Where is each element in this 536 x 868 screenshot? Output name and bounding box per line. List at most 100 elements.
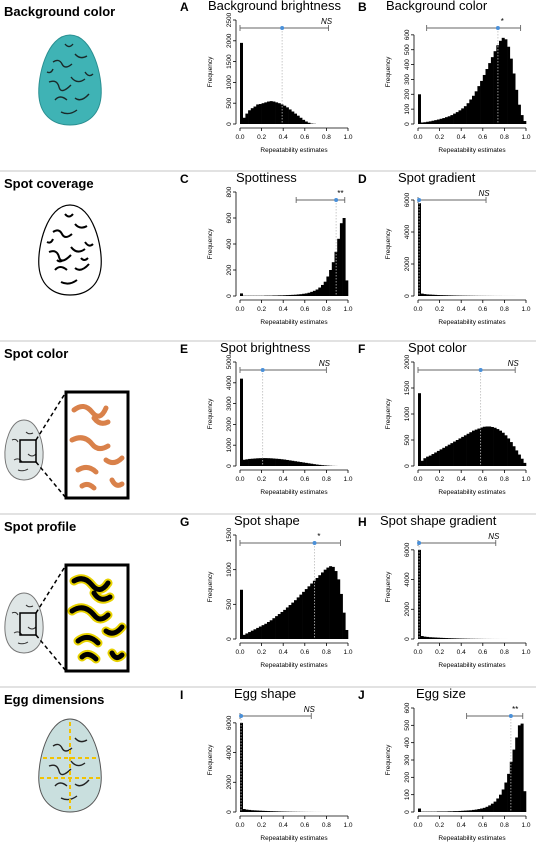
histogram-bar [480, 427, 484, 466]
mean-point [334, 198, 339, 202]
y-tick-label: 200 [404, 772, 411, 783]
x-axis-label: Repeatability estimates [260, 489, 328, 496]
panel-title: Background color [386, 0, 488, 13]
histogram-bar [423, 458, 427, 466]
y-tick-label: 100 [404, 789, 411, 800]
histogram-bar [426, 121, 430, 124]
x-tick-label: 0.6 [300, 822, 309, 829]
histogram-bar [258, 810, 262, 812]
y-tick-label: 500 [226, 97, 233, 108]
histogram-bar [496, 45, 500, 125]
histogram-bar [304, 293, 308, 296]
histogram-bar [447, 295, 451, 296]
histogram-bar [523, 121, 527, 124]
histogram-bar [493, 51, 497, 125]
significance-label: NS [304, 705, 316, 714]
histogram-bar [315, 289, 319, 296]
histogram-bar [310, 583, 314, 639]
histogram-bar [458, 810, 462, 812]
histogram-bar [477, 809, 481, 812]
histogram-bar [490, 803, 494, 812]
y-tick-label: 3000 [226, 396, 233, 411]
histogram-bar [240, 378, 243, 466]
histogram-bar [269, 458, 273, 466]
panel-letter: D [358, 172, 367, 186]
histogram-bar [461, 436, 465, 466]
histogram-bar [504, 435, 508, 466]
histogram-bar [450, 638, 454, 639]
significance-label: NS [319, 359, 331, 368]
histogram-bar [283, 609, 287, 639]
y-tick-label: 4000 [226, 375, 233, 390]
histogram-bar [447, 444, 451, 466]
histogram-bar [418, 549, 421, 639]
panel-letter: G [180, 515, 190, 529]
histogram-bar [275, 458, 279, 466]
histogram-bar [482, 807, 486, 812]
histogram-bar [474, 809, 478, 812]
y-tick-label: 0 [226, 637, 233, 641]
histogram-bar [517, 104, 521, 124]
histogram-bar [283, 295, 287, 296]
panel-b: B Background color 0 100 200 300 400 500 600 Fr… [358, 0, 533, 160]
y-tick-label: 2000 [404, 602, 411, 617]
histogram-bar [445, 811, 448, 812]
histogram-bar [507, 46, 511, 124]
histogram-bar [248, 632, 252, 639]
histogram-bar [253, 106, 257, 124]
y-tick-label: 200 [404, 88, 411, 99]
x-tick-label: 0.2 [257, 822, 266, 829]
histogram-bar [267, 101, 270, 124]
histogram-bar [504, 39, 508, 125]
y-axis-label: Frequency [207, 398, 214, 429]
histogram-bar [515, 737, 519, 812]
y-tick-label: 300 [404, 754, 411, 765]
y-tick-label: 1000 [226, 438, 233, 453]
histogram-bar [496, 429, 500, 466]
histogram-bar [472, 95, 475, 124]
histogram-bar [264, 623, 268, 639]
y-axis-label: Frequency [207, 228, 214, 259]
x-tick-label: 1.0 [343, 306, 352, 313]
x-tick-label: 0.2 [435, 134, 444, 141]
histogram-bar [307, 463, 311, 466]
histogram-bar [504, 782, 508, 812]
mean-point [280, 26, 285, 30]
histogram-bar [463, 106, 467, 124]
row-background-color: Background color [0, 0, 536, 172]
histogram-bar [240, 293, 243, 296]
histogram-bar [442, 447, 446, 466]
y-axis-label: Frequency [385, 398, 392, 429]
histogram-bar [436, 811, 440, 812]
histogram-bar [242, 117, 246, 124]
histogram-bar [434, 452, 438, 466]
histogram-bar [331, 262, 335, 296]
x-tick-label: 0.0 [235, 649, 244, 656]
histogram-bar [499, 40, 502, 124]
y-tick-label: 400 [226, 238, 233, 249]
histogram-bar [431, 637, 435, 639]
panel-title: Spot gradient [398, 170, 476, 185]
histogram-bar [288, 605, 292, 639]
y-tick-label: 100 [404, 103, 411, 114]
histogram-bar [512, 749, 516, 812]
histogram-bar [474, 91, 478, 124]
histogram-bar [302, 119, 306, 124]
histogram-bar [420, 636, 424, 639]
x-tick-label: 0.2 [435, 476, 444, 483]
significance-label: NS [508, 359, 520, 368]
x-tick-label: 0.8 [322, 649, 331, 656]
histogram-bar [515, 89, 519, 124]
histogram-bar [420, 122, 424, 124]
histogram-bar [299, 462, 303, 466]
histogram-bar [299, 294, 303, 296]
histogram-bar [450, 115, 454, 124]
histogram-bar [453, 441, 457, 466]
histogram-bar [326, 567, 330, 639]
histogram-bar [248, 809, 252, 812]
x-tick-label: 0.0 [413, 649, 422, 656]
histogram-bar [431, 454, 435, 466]
histogram-bar [323, 281, 327, 296]
histogram-bar [418, 94, 421, 124]
x-tick-label: 0.4 [457, 476, 466, 483]
